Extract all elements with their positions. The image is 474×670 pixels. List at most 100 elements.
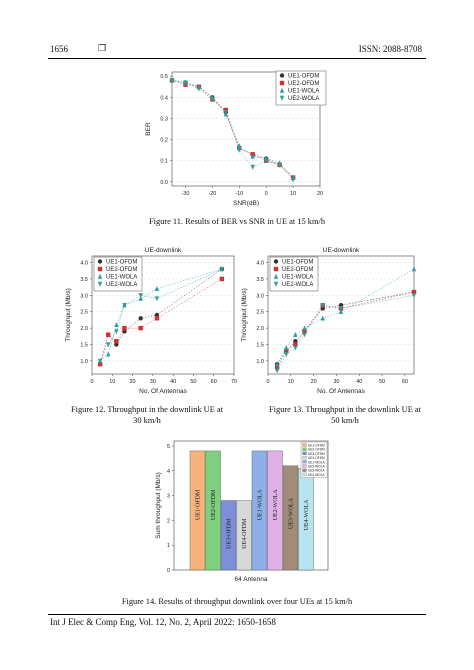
x-tick-label: 40	[170, 379, 176, 385]
legend-label: UE2-WOLA	[288, 96, 319, 102]
x-tick-label: 40	[356, 379, 362, 385]
legend-marker	[279, 95, 285, 101]
y-tick-label: 2	[167, 518, 170, 524]
bar-label: UE2-OFDM	[211, 489, 217, 520]
data-point-ue2-ofdm	[97, 361, 103, 367]
bar-ue1-wola	[251, 450, 268, 571]
data-point-ue2-ofdm	[293, 342, 298, 347]
x-tick-label: 10	[290, 191, 296, 197]
legend-marker	[97, 273, 103, 279]
legend-swatch	[302, 447, 307, 451]
legend-label: UE1-WOLA	[106, 275, 137, 281]
x-tick-label: 30	[150, 379, 156, 385]
data-point-ue2-wola	[138, 293, 143, 299]
y-tick-label: 4	[167, 469, 170, 475]
plot-area	[267, 255, 415, 375]
x-axis-label: No. Of Antennas	[139, 388, 187, 395]
plot-area	[171, 71, 321, 187]
legend-swatch	[302, 456, 307, 460]
data-point-ue2-ofdm	[284, 348, 289, 354]
data-point-ue2-wola	[183, 80, 188, 86]
figure-13-caption-line-2: 50 km/h	[331, 416, 359, 425]
y-tick-label: 2.5	[256, 310, 264, 316]
figure-12-caption: Figure 12. Throughput in the downlink UE…	[48, 404, 246, 426]
y-axis-label: BER	[145, 122, 152, 136]
data-point-ue2-wola	[277, 162, 282, 168]
chart-title: UE-downlink	[145, 247, 182, 254]
bar-ue3-wola	[282, 465, 299, 571]
data-point-ue2-wola	[237, 147, 242, 153]
legend-label: UE2-WOLA	[308, 465, 326, 469]
figure-14-caption: Figure 14. Results of throughput downlin…	[121, 597, 353, 606]
x-tick-label: 70	[231, 379, 237, 385]
footer-rule	[48, 614, 426, 615]
legend-marker	[273, 273, 279, 279]
x-tick-label: 50	[190, 379, 196, 385]
legend-label: UE2-OFDM	[288, 81, 319, 87]
legend-swatch	[302, 451, 307, 455]
legend-label: UE1-OFDM	[106, 260, 137, 266]
data-point-ue2-wola	[122, 302, 127, 308]
legend-marker	[279, 73, 285, 78]
y-tick-label: 0	[167, 568, 170, 574]
data-point-ue2-wola	[284, 352, 289, 358]
data-point-ue1-wola	[237, 143, 242, 149]
plot-area	[91, 255, 235, 375]
x-axis-label: No. Of Antennas	[317, 388, 365, 395]
data-point-ue1-wola	[138, 295, 143, 301]
data-point-ue2-wola	[411, 293, 417, 299]
data-point-ue2-ofdm	[274, 365, 280, 370]
bar-label: UE3-WOLA	[289, 497, 295, 529]
legend-marker	[279, 87, 285, 93]
legend-label: UE4-OFDM	[308, 456, 325, 460]
data-point-ue2-wola	[169, 78, 175, 84]
data-point-ue1-wola	[293, 331, 298, 337]
x-axis-label: 64 Antenna	[235, 576, 268, 583]
x-tick-label: 30	[333, 379, 339, 385]
legend-swatch	[302, 468, 307, 472]
data-point-ue2-wola	[196, 86, 202, 92]
data-point-ue1-wola	[250, 153, 255, 159]
data-point-ue2-wola	[97, 358, 103, 364]
data-point-ue2-wola	[106, 342, 111, 348]
legend-label: UE2-WOLA	[106, 282, 137, 288]
data-point-ue2-ofdm	[302, 329, 307, 334]
data-point-ue2-ofdm	[122, 325, 127, 331]
legend-swatch	[302, 464, 307, 468]
y-tick-label: 0.2	[160, 138, 168, 144]
y-tick-label: 1.0	[80, 359, 88, 365]
data-point-ue2-ofdm	[138, 325, 143, 331]
y-tick-label: 1.0	[256, 359, 264, 365]
y-tick-label: 2.0	[80, 326, 88, 332]
data-point-ue1-ofdm	[138, 316, 143, 321]
x-tick-label: -10	[235, 191, 243, 197]
y-tick-label: 1.5	[80, 343, 88, 349]
legend-label: UE2-OFDM	[282, 267, 313, 273]
x-tick-label: 60	[402, 379, 408, 385]
data-point-ue2-ofdm	[114, 339, 119, 344]
data-point-ue2-wola	[274, 368, 280, 374]
legend-marker	[97, 266, 103, 272]
data-point-ue2-ofdm	[106, 332, 111, 337]
legend-marker	[279, 80, 285, 86]
legend-label: UE1-OFDM	[282, 260, 313, 266]
series-line-ue1-wola	[171, 80, 294, 178]
y-tick-label: 3.0	[80, 293, 88, 299]
x-axis-label: SNR(dB)	[233, 200, 259, 207]
data-point-ue2-wola	[114, 329, 119, 335]
legend-label: UE2-WOLA	[282, 282, 313, 288]
legend-label: UE1-WOLA	[282, 275, 313, 281]
y-tick-label: 3.5	[256, 277, 264, 283]
y-tick-label: 0.3	[160, 116, 168, 122]
legend-swatch	[302, 460, 307, 464]
page-number: 1656	[50, 44, 68, 54]
data-point-ue2-wola	[219, 266, 225, 272]
issn: ISSN: 2088-8708	[358, 44, 422, 54]
data-point-ue1-wola	[338, 309, 344, 314]
data-point-ue1-wola	[154, 286, 160, 291]
legend-label: UE1-WOLA	[308, 460, 326, 464]
figure-13-caption: Figure 13. Throughput in the downlink UE…	[252, 404, 438, 426]
